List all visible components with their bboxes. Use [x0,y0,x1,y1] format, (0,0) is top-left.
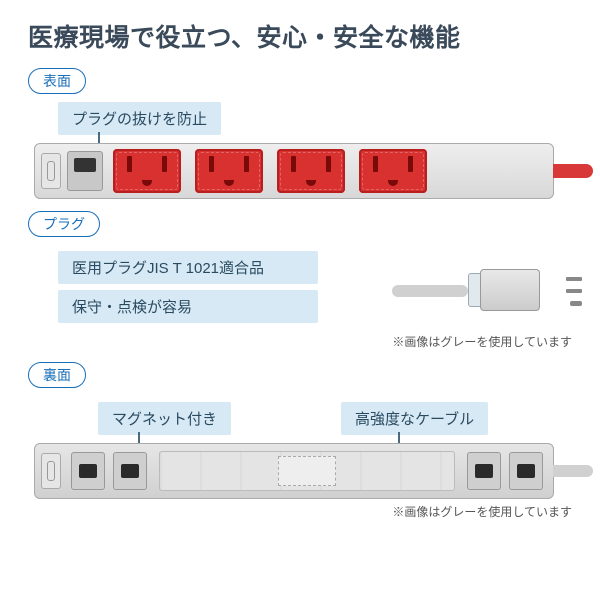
plug-icon [462,263,572,317]
outlet-group [113,149,427,193]
callout-cable-strength: 高強度なケーブル [341,402,488,435]
hook-slot-icon [41,453,61,489]
outlet-icon [195,149,263,193]
tag-front: 表面 [28,68,86,94]
outlet-icon [277,149,345,193]
callout-jis: 医用プラグJIS T 1021適合品 [58,251,318,284]
callout-maintenance: 保守・点検が容易 [58,290,318,323]
note-plug: ※画像はグレーを使用しています [28,333,572,350]
section-back: 裏面 マグネット付き 高強度なケーブル ※画像はグレーを使用しています [28,362,572,520]
power-switch-icon [67,151,103,191]
tag-plug: プラグ [28,211,100,237]
section-front: 表面 プラグの抜けを防止 [28,68,572,199]
page-title: 医療現場で役立つ、安心・安全な機能 [28,18,572,54]
outlet-icon [113,149,181,193]
cable-grey-icon [553,465,593,477]
magnet-icon [113,452,147,490]
tag-back: 裏面 [28,362,86,388]
callout-magnet: マグネット付き [98,402,231,435]
hook-slot-icon [41,153,61,189]
magnet-icon [71,452,105,490]
magnet-icon [467,452,501,490]
outlet-icon [359,149,427,193]
power-strip-front [34,143,554,199]
note-back: ※画像はグレーを使用しています [28,503,572,520]
section-plug: プラグ 医用プラグJIS T 1021適合品 保守・点検が容易 ※画像はグレーを… [28,211,572,350]
cable-red-icon [553,164,593,178]
power-strip-back [34,443,554,499]
magnet-icon [509,452,543,490]
back-label-panel [159,451,455,491]
callout-lock: プラグの抜けを防止 [58,102,221,135]
